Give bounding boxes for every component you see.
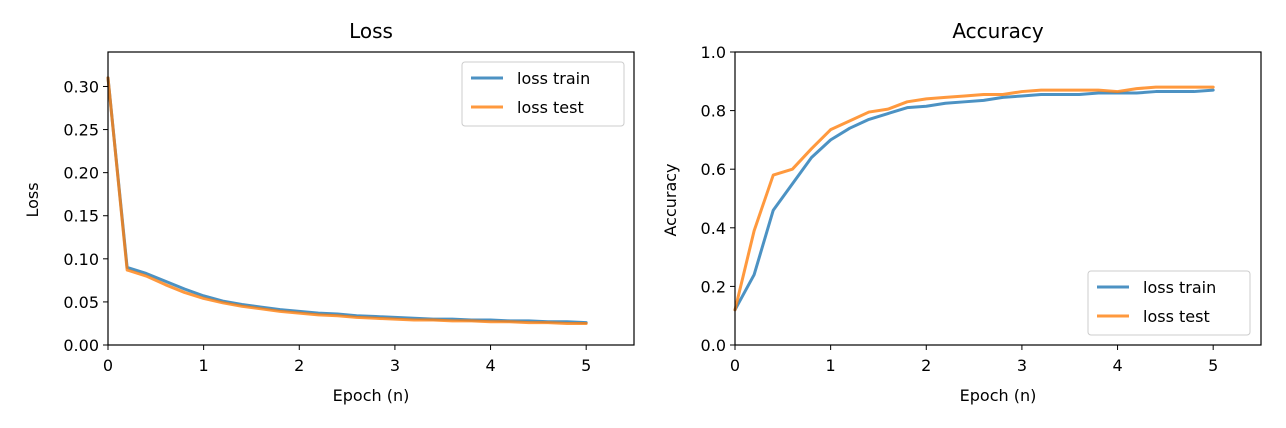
chart-title: Loss (349, 19, 393, 43)
legend-label: loss test (1143, 307, 1210, 326)
y-tick-label: 0.05 (63, 293, 99, 312)
x-tick-label: 3 (390, 356, 400, 375)
axes-frame (107, 51, 635, 346)
x-tick-label: 1 (199, 356, 209, 375)
legend-label: loss test (517, 98, 584, 117)
y-tick-label: 0.6 (701, 160, 726, 179)
y-axis-label: Loss (23, 182, 42, 217)
x-tick-label: 1 (826, 356, 836, 375)
x-tick-label: 2 (921, 356, 931, 375)
series-line-train (733, 88, 1215, 312)
legend-label: loss train (1143, 278, 1216, 297)
legend: loss train loss test (1087, 270, 1251, 336)
y-tick-label: 0.2 (701, 277, 726, 296)
chart-title: Accuracy (952, 19, 1043, 43)
y-axis-label: Accuracy (661, 163, 680, 236)
y-tick-label: 0.30 (63, 77, 99, 96)
y-tick-label: 0.4 (701, 219, 726, 238)
y-tick-label: 0.0 (701, 336, 726, 355)
loss-chart: Loss Epoch (n) Loss 0 1 2 3 4 5 0.00 0.05 0.10 0.… (23, 19, 635, 405)
y-tick-label: 0.25 (63, 121, 99, 140)
y-tick-label: 0.00 (63, 336, 99, 355)
x-tick-label: 0 (730, 356, 740, 375)
x-tick-label: 4 (485, 356, 495, 375)
x-axis-label: Epoch (n) (333, 386, 410, 405)
x-tick-label: 3 (1017, 356, 1027, 375)
legend-label: loss train (517, 69, 590, 88)
x-tick-label: 4 (1112, 356, 1122, 375)
x-tick-label: 5 (1208, 356, 1218, 375)
x-tick-label: 0 (103, 356, 113, 375)
y-tick-label: 0.15 (63, 207, 99, 226)
x-axis-label: Epoch (n) (960, 386, 1037, 405)
y-tick-label: 0.10 (63, 250, 99, 269)
y-tick-label: 0.8 (701, 102, 726, 121)
series-line-test (733, 85, 1215, 312)
axes-frame (734, 51, 1262, 346)
series-line-test (106, 76, 588, 325)
legend: loss train loss test (461, 61, 625, 127)
y-tick-label: 1.0 (701, 43, 726, 62)
x-tick-label: 5 (581, 356, 591, 375)
y-tick-label: 0.20 (63, 164, 99, 183)
accuracy-chart: Accuracy Epoch (n) Accuracy 0 1 2 3 4 5 0.0 0.2… (661, 19, 1262, 405)
x-tick-label: 2 (294, 356, 304, 375)
